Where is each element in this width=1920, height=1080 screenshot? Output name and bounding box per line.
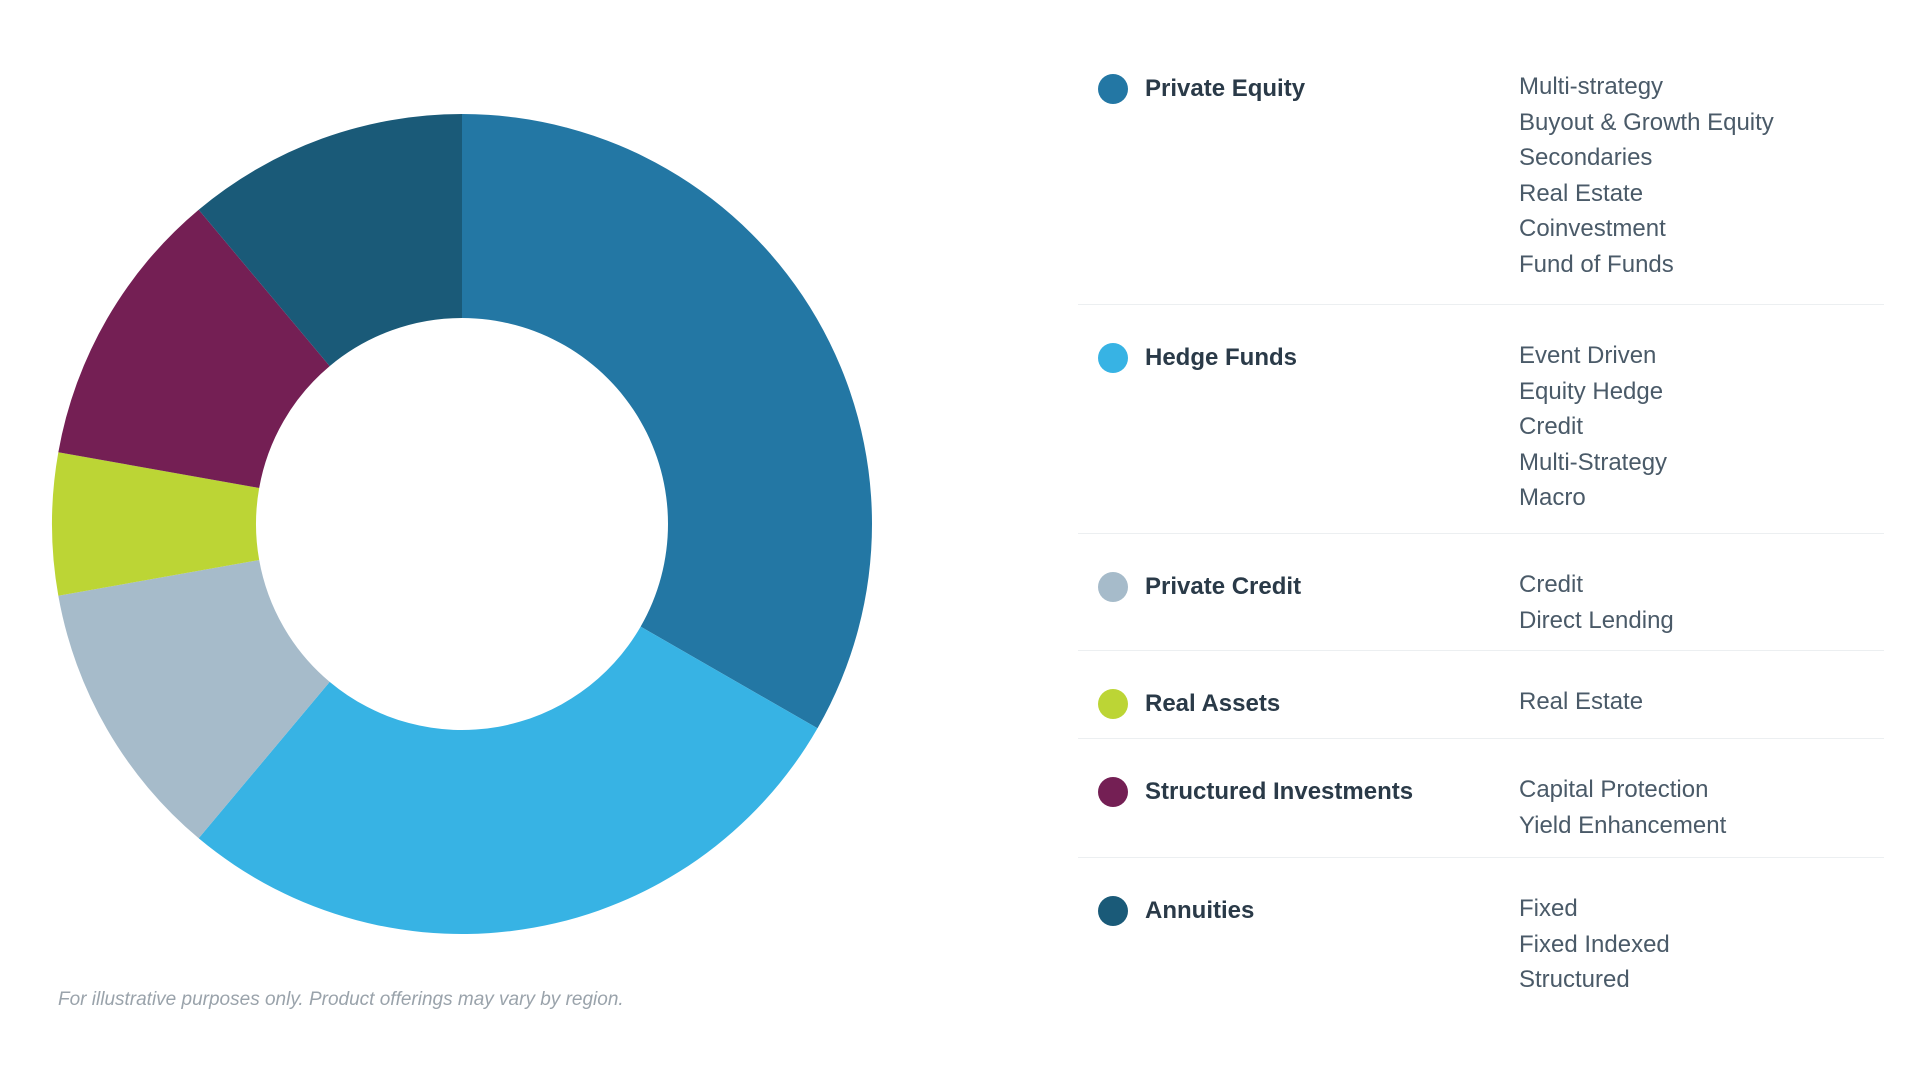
legend-item-real-assets: Real Assets Real Estate	[1078, 651, 1884, 739]
legend-sub-item: Yield Enhancement	[1519, 811, 1727, 839]
legend-sub-item: Coinvestment	[1519, 215, 1666, 242]
legend-sub-item: Event Driven	[1519, 342, 1657, 369]
legend-sub-item: Credit	[1519, 571, 1584, 598]
legend-sub-item: Macro	[1519, 484, 1586, 511]
legend-sub-list: Credit Direct Lending	[1519, 567, 1674, 638]
legend-sub-item: Structured	[1519, 966, 1630, 993]
legend-swatch	[1098, 572, 1128, 602]
legend-sub-item: Real Estate	[1519, 688, 1644, 715]
legend-label: Private Credit	[1145, 573, 1302, 600]
legend-sub-list: Event Driven Equity Hedge Credit Multi-Stra…	[1519, 338, 1667, 516]
legend-label: Hedge Funds	[1145, 344, 1298, 371]
legend-item-structured-investments: Structured Investments Capital Protection…	[1078, 739, 1884, 858]
legend-sub-item: Fixed	[1519, 895, 1578, 922]
legend-swatch	[1098, 896, 1128, 926]
legend-label: Annuities	[1145, 897, 1255, 924]
legend-sub-item: Fund of Funds	[1519, 250, 1674, 278]
legend-sub-item: Multi-Strategy	[1519, 448, 1668, 476]
donut-chart	[51, 114, 872, 935]
legend-sub-list: Fixed Fixed Indexed Structured	[1519, 891, 1670, 998]
legend-sub-item: Multi-strategy	[1519, 73, 1664, 100]
legend-sub-item: Equity Hedge	[1519, 377, 1664, 405]
legend-sub-item: Capital Protection	[1519, 776, 1709, 803]
legend-sub-item: Buyout & Growth Equity	[1519, 108, 1774, 136]
legend-swatch	[1098, 777, 1128, 807]
legend-item-annuities: Annuities Fixed Fixed Indexed Structured	[1078, 858, 1884, 998]
disclaimer-text: For illustrative purposes only. Product …	[58, 989, 624, 1010]
legend-item-hedge-funds: Hedge Funds Event Driven Equity Hedge Credi…	[1078, 305, 1884, 534]
legend: Private Equity Multi-strategy Buyout & Gro…	[1078, 70, 1884, 998]
legend-sub-item: Real Estate	[1519, 179, 1644, 207]
donut-slice-annuities	[198, 114, 463, 367]
legend-item-private-equity: Private Equity Multi-strategy Buyout & Gro…	[1078, 70, 1884, 305]
legend-sub-item: Fixed Indexed	[1519, 930, 1670, 958]
legend-swatch	[1098, 74, 1128, 104]
legend-sub-item: Direct Lending	[1519, 606, 1674, 634]
legend-sub-item: Credit	[1519, 413, 1584, 440]
legend-label: Real Assets	[1145, 690, 1281, 717]
legend-sub-list: Real Estate	[1519, 684, 1643, 720]
legend-swatch	[1098, 689, 1128, 719]
legend-item-private-credit: Private Credit Credit Direct Lending	[1078, 534, 1884, 651]
legend-swatch	[1098, 343, 1128, 373]
legend-sub-item: Secondaries	[1519, 144, 1653, 171]
donut-slice-private-equity	[462, 114, 872, 729]
legend-sub-list: Multi-strategy Buyout & Growth Equity Seco…	[1519, 69, 1774, 282]
donut-slice-hedge-funds	[198, 626, 818, 935]
donut-slice-private-credit	[58, 560, 330, 839]
legend-label: Structured Investments	[1145, 778, 1414, 805]
donut-slice-structured-investments	[58, 209, 330, 488]
legend-label: Private Equity	[1145, 75, 1306, 102]
legend-sub-list: Capital Protection Yield Enhancement	[1519, 772, 1726, 843]
donut-slice-real-assets	[51, 452, 260, 596]
